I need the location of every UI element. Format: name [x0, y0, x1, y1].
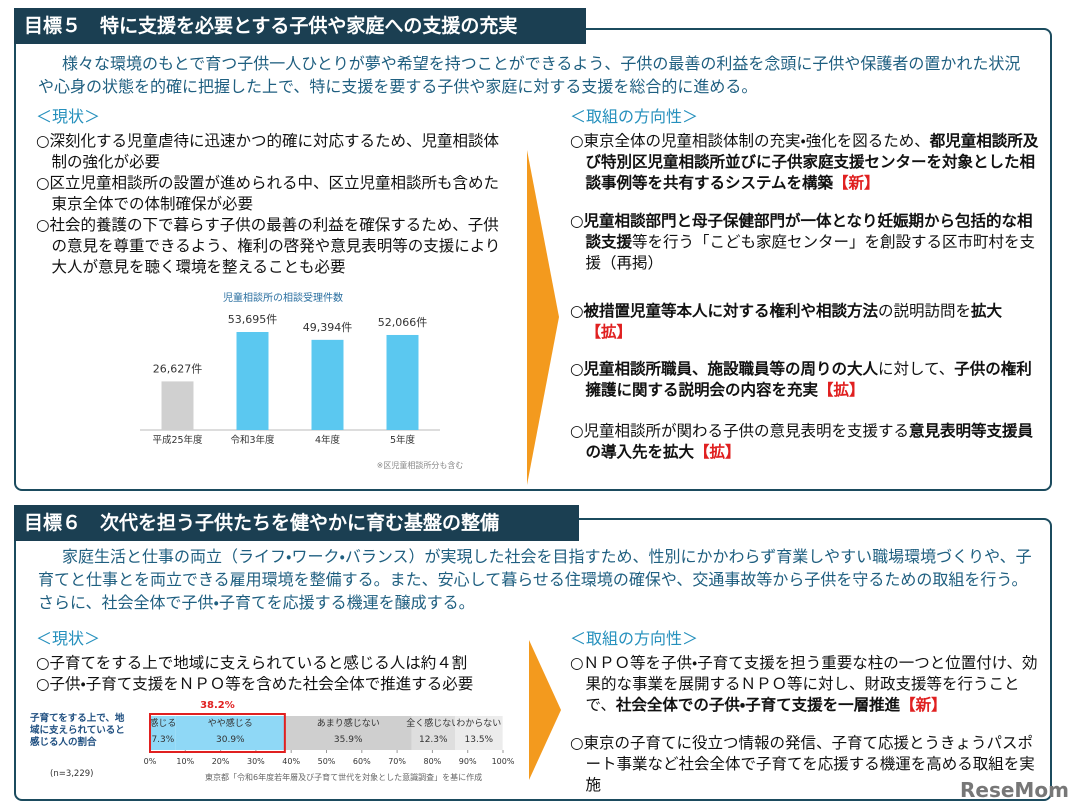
value-label: 13.5% — [465, 735, 494, 745]
goal6-chart: 感じる 7.3% やや感じる 30.9% あまり感じない 35.9% 全く感じない 12.3%… — [50, 700, 515, 782]
current-item: ○社会的養護の下で暮らす子供の最善の利益を確保するため、子供の意見を尊重できるよ… — [36, 216, 501, 276]
value-label: 30.9% — [216, 735, 245, 745]
value-label: 12.3% — [419, 735, 448, 745]
segment-name: わからない — [456, 718, 501, 729]
x-tick-label: 4年度 — [315, 434, 341, 446]
direction-text: の説明訪問を — [878, 302, 972, 320]
direction-text: 社会全体での子供・子育て支援を一層推進 — [615, 696, 901, 714]
direction-text: 拡大 — [971, 302, 1003, 320]
goal6-direction-heading: ＜取組の方向性＞ — [570, 629, 699, 648]
direction-text: ○ＮＰＯ等を子供・子育て支援を担う重要な柱の一つと位置付け、効果的な事業を展開す… — [570, 654, 1038, 714]
arrow — [529, 640, 561, 780]
bar-segment — [411, 716, 455, 750]
goal6-title: 目標６ 次代を担う子供たちを健やかに育む基盤の整備 — [14, 505, 579, 541]
direction-text: 【拡】 — [585, 323, 633, 341]
x-tick-label: 0% — [144, 757, 157, 766]
arrow-shape — [529, 640, 561, 780]
direction-text: 【拡】 — [694, 443, 741, 461]
x-tick-label: 50% — [318, 757, 336, 766]
direction-item: ○児童相談所職員、施設職員等の周りの大人に対して、子供の権利擁護に関する説明会の… — [570, 359, 1046, 401]
chart-title: 児童相談所の相談受理件数 — [223, 291, 343, 304]
direction-text: に対して、 — [878, 360, 955, 378]
bar — [311, 339, 344, 430]
x-tick-label: 100% — [492, 757, 515, 766]
direction-text: 【新】 — [833, 174, 880, 192]
x-tick-label: 平成25年度 — [152, 434, 203, 446]
direction-item: ○児童相談部門と母子保健部門が一体となり妊娠期から包括的な相談支援等を行う「こど… — [570, 211, 1046, 274]
bar — [386, 334, 419, 430]
value-label: 35.9% — [334, 735, 363, 745]
direction-item: ○ＮＰＯ等を子供・子育て支援を担う重要な柱の一つと位置付け、効果的な事業を展開す… — [570, 653, 1046, 716]
bar-segment — [284, 716, 412, 750]
value-label: 7.3% — [151, 735, 174, 745]
direction-text: ○被措置児童等本人に対する権利や相談方法 — [570, 302, 879, 320]
current-item: ○区立児童相談所の設置が進められる中、区立児童相談所も含めた東京全体での体制確保… — [36, 174, 500, 213]
segment-name: やや感じる — [208, 717, 253, 729]
chart-note: ※区児童相談所分も含む — [377, 460, 464, 470]
value-label: 49,394件 — [303, 321, 353, 334]
direction-text: ○児童相談所職員、施設職員等の周りの大人 — [570, 360, 879, 378]
goal5-intro: 様々な環境のもとで育つ子供一人ひとりが夢や希望を持つことができるよう、子供の最善… — [38, 54, 1021, 96]
direction-text: 意見表明等支援員の導入先を拡大 — [585, 422, 1034, 461]
current-item: ○子供・子育て支援をＮＰＯ等を含めた社会全体で推進する必要 — [36, 675, 474, 693]
arrow-shape — [527, 150, 559, 485]
goal5-current-heading: ＜現状＞ — [36, 107, 101, 126]
value-label: 52,066件 — [378, 316, 428, 329]
value-label: 53,695件 — [228, 313, 278, 326]
goal6-intro: 家庭生活と仕事の両立（ライフ・ワーク・バランス）が実現した社会を目指すため、性別… — [38, 547, 1032, 612]
x-tick-label: 30% — [247, 757, 265, 766]
direction-item: ○東京全体の児童相談体制の充実・強化を図るため、都児童相談所及び特別区児童相談所… — [570, 131, 1046, 194]
direction-text: ○児童相談部門と母子保健部門が一体となり妊娠期から包括的な相談支援 — [570, 212, 1033, 251]
direction-text: ○東京の子育てに役立つ情報の発信、子育て応援とうきょうパスポート事業など社会全体… — [570, 734, 1035, 794]
direction-item: ○児童相談所が関わる子供の意見表明を支援する意見表明等支援員の導入先を拡大【拡】 — [570, 421, 1046, 463]
highlight-box — [149, 713, 286, 753]
segment-name: あまり感じない — [317, 717, 380, 729]
segment-name: 感じる — [149, 717, 176, 729]
sample-size: (n=3,229) — [50, 769, 93, 779]
segment-name: 全く感じない — [406, 717, 460, 729]
x-tick-label: 10% — [176, 757, 194, 766]
x-tick-label: 20% — [212, 757, 230, 766]
arrow — [527, 150, 559, 485]
watermark: ReseMom — [960, 778, 1069, 802]
goal6-chart-category: 子育てをする上で、地域に支えられていると感じる人の割合 — [30, 713, 125, 748]
goal5-title: 目標５ 特に支援を必要とする子供や家庭への支援の充実 — [14, 8, 586, 44]
x-tick-label: 90% — [459, 757, 477, 766]
direction-item: ○東京の子育てに役立つ情報の発信、子育て応援とうきょうパスポート事業など社会全体… — [570, 733, 1046, 796]
direction-item: ○被措置児童等本人に対する権利や相談方法の説明訪問を拡大【拡】 — [570, 301, 1046, 343]
direction-text: ○東京全体の児童相談体制の充実・強化を図るため、 — [570, 132, 930, 150]
current-item: ○深刻化する児童虐待に迅速かつ的確に対応するため、児童相談体制の強化が必要 — [36, 132, 500, 171]
bar-segment — [150, 716, 176, 750]
direction-text: 【新】 — [900, 696, 947, 714]
x-tick-label: 60% — [353, 757, 371, 766]
goal5-direction-heading: ＜取組の方向性＞ — [570, 107, 699, 126]
x-tick-label: 5年度 — [390, 434, 416, 446]
goal6-current-list: ○子育てをする上で地域に支えられていると感じる人は約４割 ○子供・子育て支援をＮＰ… — [36, 653, 526, 695]
direction-text: 等を行う「こども家庭センター」を創設する区市町村を支援（再掲） — [585, 233, 1036, 272]
bar-segment — [454, 716, 503, 750]
bar — [161, 381, 194, 430]
direction-text: 都児童相談所及び特別区児童相談所並びに子供家庭支援センターを対象とした相談事例等… — [585, 132, 1039, 192]
direction-text: ○児童相談所が関わる子供の意見表明を支援する — [570, 422, 910, 440]
value-label: 26,627件 — [153, 362, 203, 375]
direction-text: 子供の権利擁護に関する説明会の内容を充実 — [585, 360, 1032, 399]
x-tick-label: 40% — [282, 757, 300, 766]
direction-text: 【拡】 — [818, 381, 865, 399]
x-tick-label: 70% — [388, 757, 406, 766]
source: 東京都「令和6年度若年層及び子育て世代を対象とした意識調査」を基に作成 — [205, 772, 482, 782]
bar-segment — [175, 716, 285, 750]
x-tick-label: 令和3年度 — [230, 434, 275, 446]
annotation: 38.2% — [200, 700, 235, 711]
bar — [236, 332, 269, 430]
goal5-current-list: ○深刻化する児童虐待に迅速かつ的確に対応するため、児童相談体制の強化が必要 ○区立… — [36, 131, 506, 278]
current-item: ○子育てをする上で地域に支えられていると感じる人は約４割 — [36, 654, 468, 672]
goal6-current-heading: ＜現状＞ — [36, 629, 101, 648]
x-tick-label: 80% — [424, 757, 442, 766]
